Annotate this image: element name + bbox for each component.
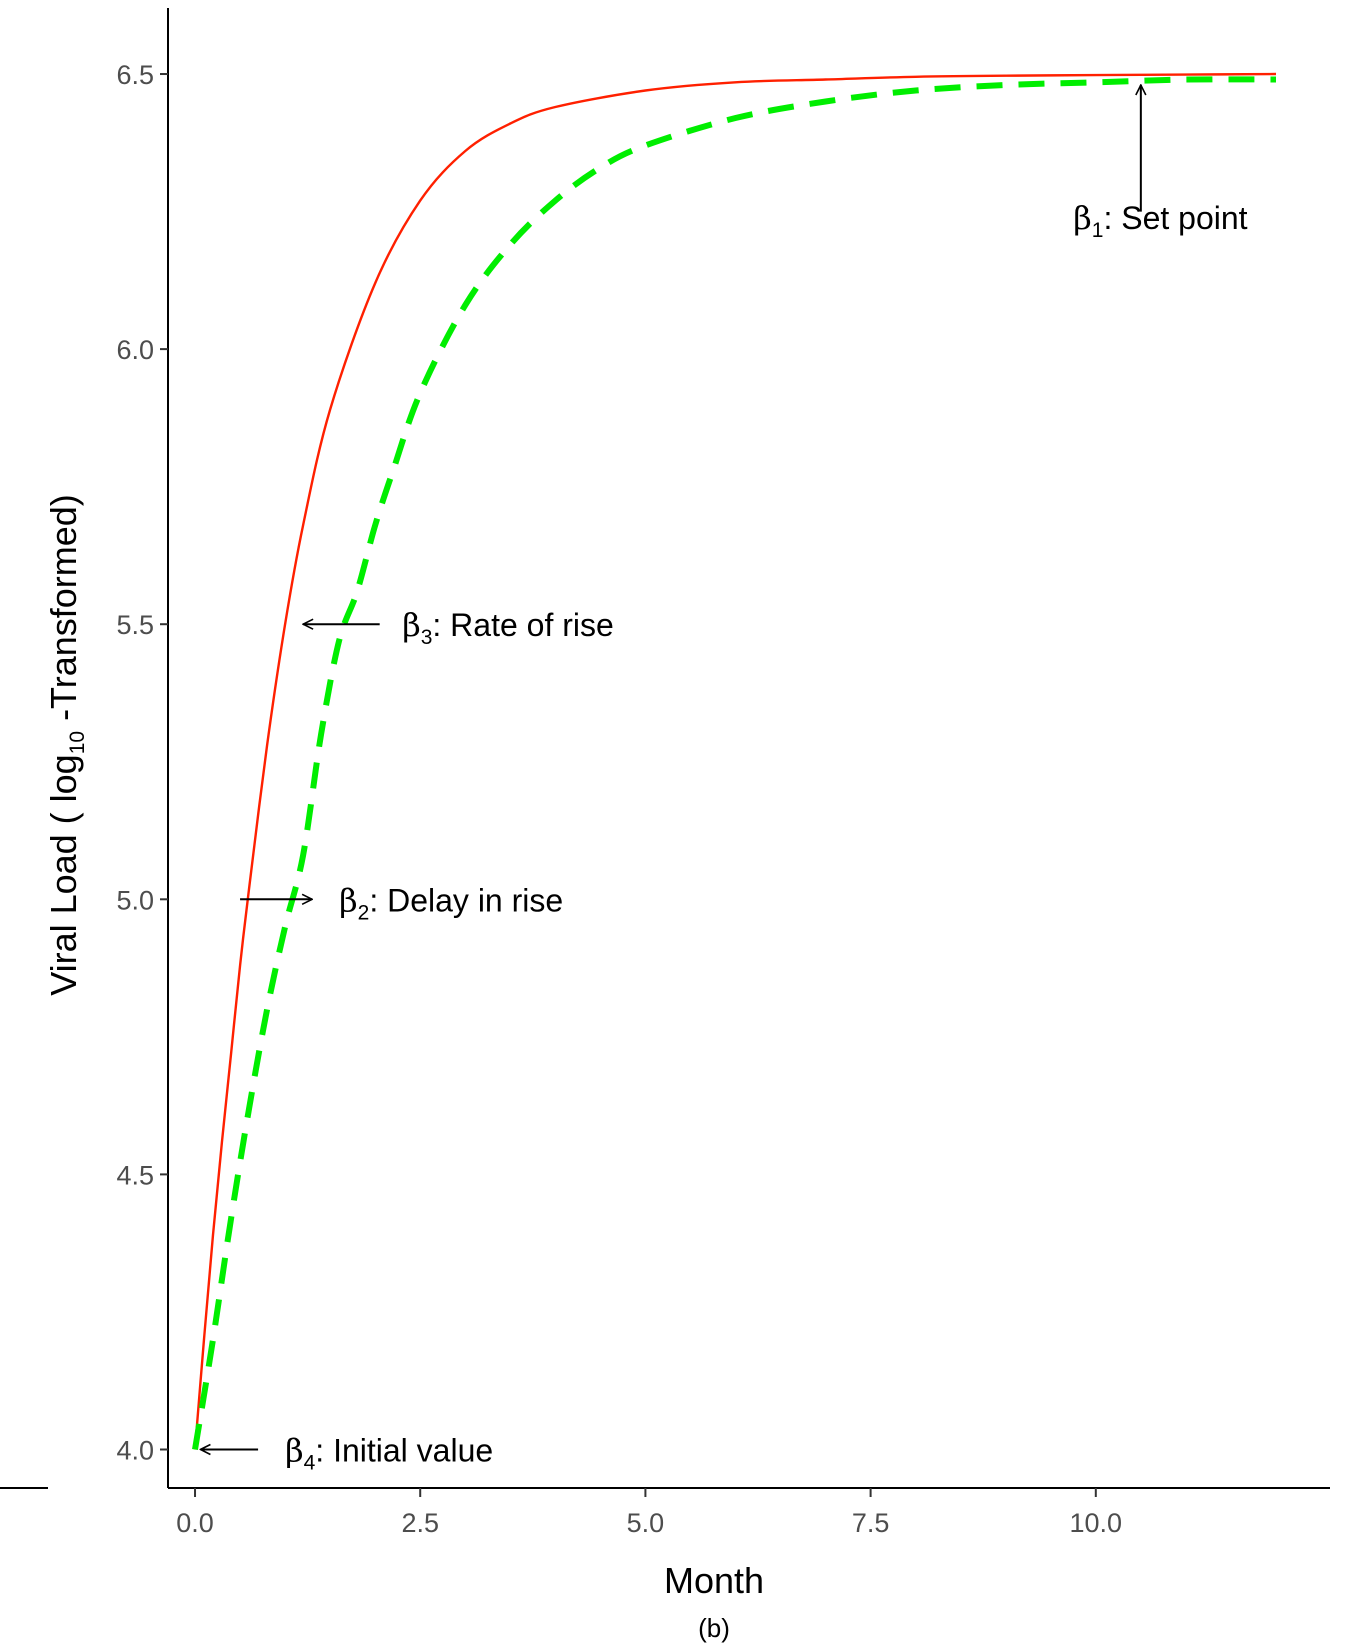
annotation-beta-beta4: β <box>285 1431 304 1469</box>
y-tick-label: 6.5 <box>116 60 154 90</box>
x-axis-title: Month <box>664 1560 764 1601</box>
annotation-text-beta2: : Delay in rise <box>369 882 563 918</box>
y-tick-label: 4.5 <box>116 1160 154 1190</box>
series-line-1 <box>193 72 1277 1450</box>
axes: 4.0 4.5 5.0 5.5 6.0 6.5 0.0 2.5 5.0 7.5 10.0 <box>0 8 1330 1538</box>
x-tick-label: 7.5 <box>852 1508 890 1538</box>
annotation-subscript-beta1: 1 <box>1092 219 1104 242</box>
y-axis-title: Viral Load ( log10 -Transformed) <box>43 494 89 996</box>
annotation-text-beta1: : Set point <box>1103 200 1247 236</box>
y-axis-title-subscript: 10 <box>66 731 89 754</box>
annotation-subscript-beta4: 4 <box>304 1451 316 1474</box>
series-line-2 <box>192 76 1277 1450</box>
annotation-beta-beta2: β <box>339 881 358 919</box>
annotation-label-beta2: β2: Delay in rise <box>339 881 563 924</box>
x-tick-label: 5.0 <box>627 1508 665 1538</box>
annotation-subscript-beta3: 3 <box>421 626 433 649</box>
x-tick-label: 10.0 <box>1070 1508 1123 1538</box>
figure-caption: (b) <box>698 1613 730 1643</box>
annotation-text-beta4: : Initial value <box>315 1432 493 1468</box>
annotation-label-beta1: β1: Set point <box>1073 199 1247 242</box>
annotation-label-beta3: β3: Rate of rise <box>402 606 614 649</box>
annotation-subscript-beta2: 2 <box>358 901 370 924</box>
annotation-label-beta4: β4: Initial value <box>285 1431 493 1474</box>
annotation-beta-beta3: β <box>402 606 421 644</box>
x-tick-label: 2.5 <box>401 1508 439 1538</box>
y-axis-title-main: Viral Load ( log <box>43 754 84 996</box>
y-tick-label: 4.0 <box>116 1435 154 1465</box>
annotation-text-beta3: : Rate of rise <box>432 607 613 643</box>
y-tick-label: 6.0 <box>116 335 154 365</box>
series-layer <box>192 72 1277 1450</box>
x-tick-label: 0.0 <box>176 1508 214 1538</box>
y-tick-label: 5.0 <box>116 885 154 915</box>
y-axis-title-rest: -Transformed) <box>43 494 84 731</box>
annotation-beta-beta1: β <box>1073 199 1092 237</box>
y-tick-label: 5.5 <box>116 610 154 640</box>
